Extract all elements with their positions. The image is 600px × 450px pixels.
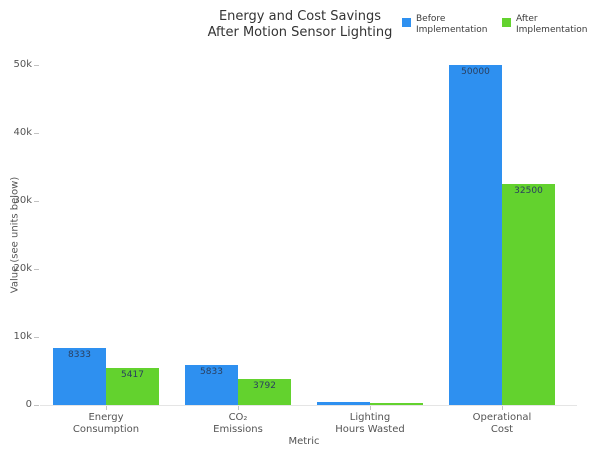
- bar-after-1[interactable]: 5417: [106, 368, 159, 405]
- y-tick-mark: [34, 133, 39, 134]
- bar-value-label: 8333: [68, 350, 91, 361]
- bar-after-3[interactable]: [370, 403, 423, 405]
- x-tick-mark: [106, 406, 107, 410]
- y-tick-mark: [34, 405, 39, 406]
- x-axis-title: Metric: [288, 436, 320, 447]
- y-tick-mark: [34, 65, 39, 66]
- bar-after-4[interactable]: 32500: [502, 184, 555, 405]
- bar-after-2[interactable]: 3792: [238, 379, 291, 405]
- bar-before-2[interactable]: 5833: [185, 365, 238, 405]
- legend-item-after-implementation[interactable]: After Implementation: [502, 14, 588, 35]
- legend: Before Implementation After Implementati…: [402, 14, 588, 35]
- x-tick-label: Energy Consumption: [72, 412, 140, 435]
- y-tick-label: 50k: [13, 59, 32, 70]
- x-tick-mark: [238, 406, 239, 410]
- bar-value-label: 5417: [121, 370, 144, 381]
- x-tick-label: Operational Cost: [472, 412, 532, 435]
- x-tick-mark: [502, 406, 503, 410]
- bar-value-label: 50000: [461, 67, 490, 77]
- x-axis-line: [40, 405, 577, 406]
- y-tick-label: 30k: [13, 195, 32, 206]
- y-tick-label: 0: [25, 399, 32, 410]
- legend-swatch-after-icon: [502, 18, 511, 27]
- x-tick-label: CO₂ Emissions: [213, 412, 263, 435]
- bar-value-label: 3792: [253, 381, 276, 392]
- legend-swatch-before-icon: [402, 18, 411, 27]
- chart-title: Energy and Cost Savings After Motion Sen…: [0, 9, 600, 40]
- chart-title-line2: After Motion Sensor Lighting: [207, 24, 393, 40]
- legend-label-before: Before Implementation: [416, 14, 488, 35]
- x-tick-label: Lighting Hours Wasted: [335, 412, 405, 435]
- bar-value-label: 5833: [200, 367, 223, 378]
- bar-before-1[interactable]: 8333: [53, 348, 106, 405]
- y-tick-mark: [34, 337, 39, 338]
- x-tick-mark: [370, 406, 371, 410]
- y-tick-label: 10k: [13, 331, 32, 342]
- bar-value-label: 32500: [514, 186, 543, 196]
- legend-label-after: After Implementation: [516, 14, 588, 35]
- y-tick-mark: [34, 201, 39, 202]
- y-tick-label: 40k: [13, 127, 32, 138]
- bar-before-3[interactable]: [317, 402, 370, 405]
- legend-item-before-implementation[interactable]: Before Implementation: [402, 14, 488, 35]
- y-tick-mark: [34, 269, 39, 270]
- bar-before-4[interactable]: 50000: [449, 65, 502, 405]
- y-tick-label: 20k: [13, 263, 32, 274]
- chart-title-line1: Energy and Cost Savings: [218, 9, 382, 24]
